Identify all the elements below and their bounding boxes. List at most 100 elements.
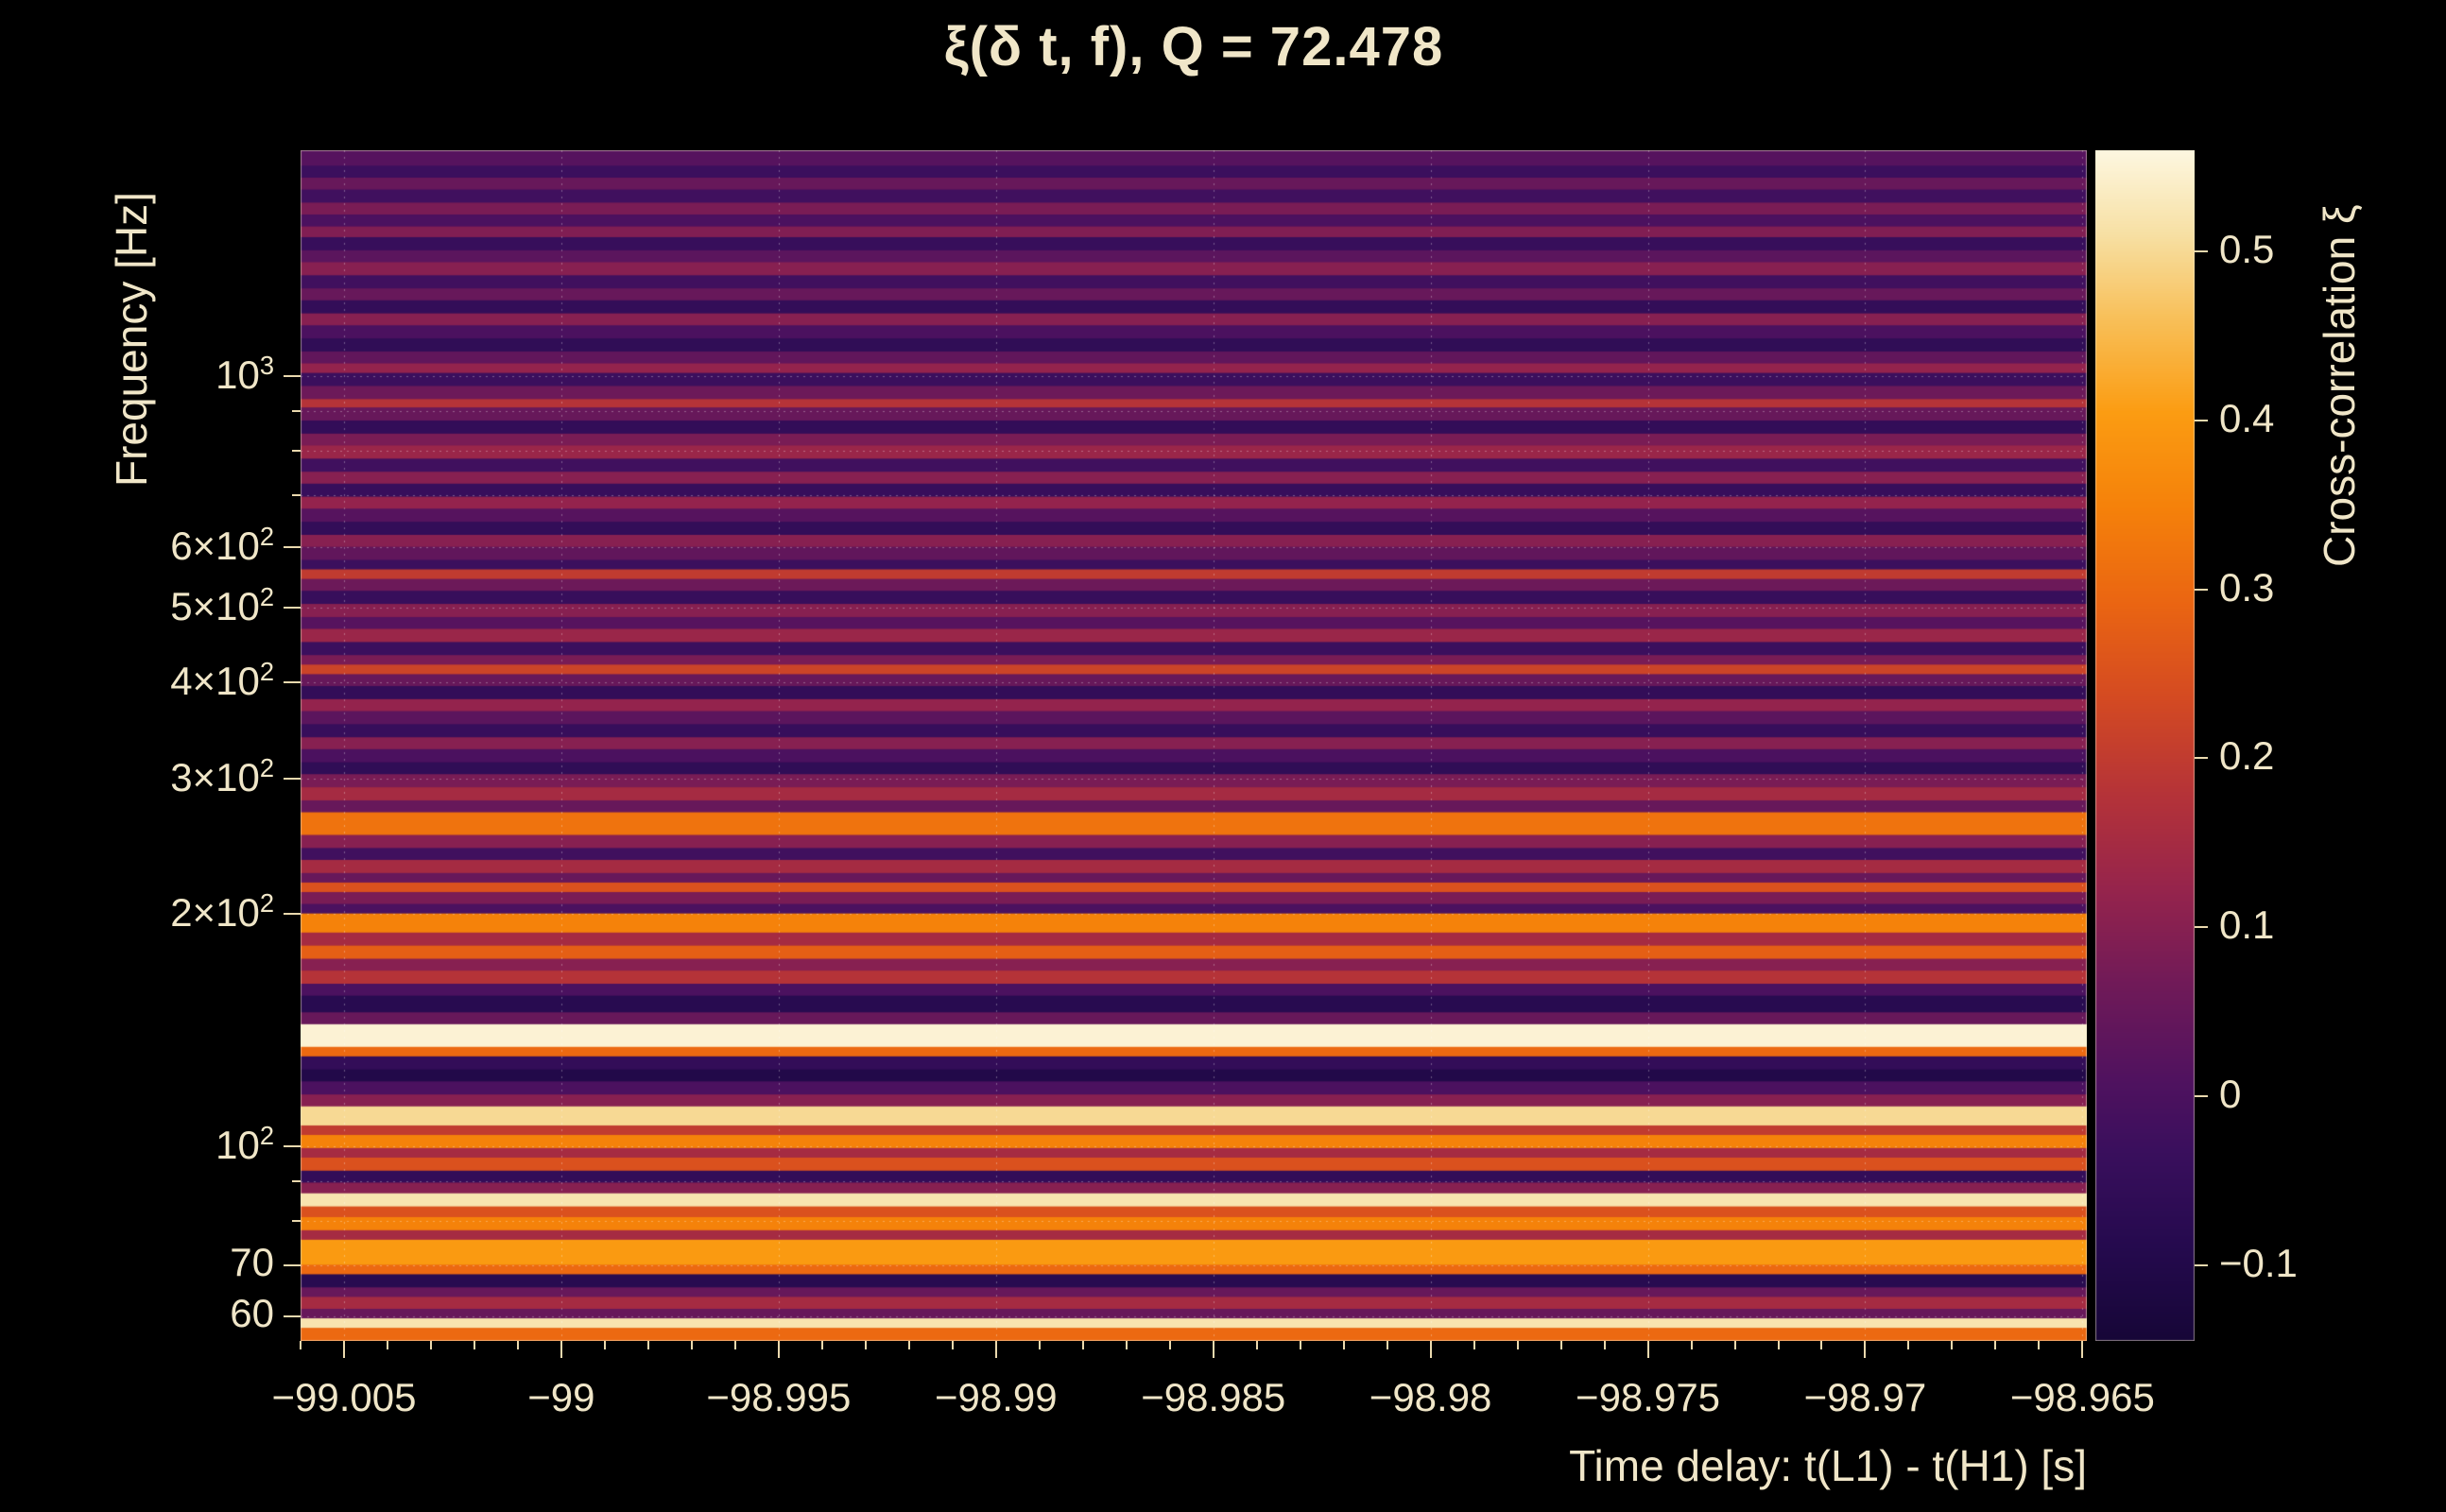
colorbar-tick-label: 0 [2219,1071,2242,1116]
x-minor-tick [1994,1341,1997,1349]
exponent: 3 [259,350,274,380]
exponent: 2 [259,1120,274,1150]
y-tick-label: 102 [215,1120,274,1167]
x-tick [1646,1341,1649,1358]
x-tick-label: −99 [527,1375,595,1419]
y-axis-title: Frequency [Hz] [107,192,156,487]
x-minor-tick [1559,1341,1562,1349]
colorbar-title: Cross-correlation ξ [2315,204,2364,567]
colorbar-tick-label: 0.2 [2219,733,2275,779]
x-tick [1864,1341,1867,1358]
x-minor-tick [1733,1341,1736,1349]
x-minor-tick [1820,1341,1823,1349]
exponent: 2 [259,582,274,612]
x-minor-tick [733,1341,736,1349]
x-minor-tick [1342,1341,1345,1349]
x-minor-tick [690,1341,693,1349]
y-tick [284,1315,301,1318]
x-tick-label: −98.995 [706,1375,852,1419]
x-tick [560,1341,562,1358]
x-tick [1429,1341,1432,1358]
heatmap-canvas [301,150,2087,1341]
y-minor-tick [292,410,301,413]
colorbar-tick-label: 0.4 [2219,395,2275,440]
x-tick-label: −99.005 [271,1375,417,1419]
colorbar-tick [2195,1094,2208,1097]
x-minor-tick [864,1341,867,1349]
x-minor-tick [1603,1341,1606,1349]
x-tick [342,1341,345,1358]
y-tick-label: 6×102 [170,521,274,568]
x-tick [1212,1341,1214,1358]
colorbar-tick [2195,588,2208,591]
x-minor-tick [646,1341,649,1349]
exponent: 2 [259,888,274,919]
colorbar-tick [2195,757,2208,760]
x-minor-tick [1038,1341,1041,1349]
plot-title: ξ(δ t, f), Q = 72.478 [943,16,1444,77]
x-minor-tick [603,1341,606,1349]
y-tick [284,777,301,780]
y-tick-label: 103 [215,350,274,397]
x-minor-tick [1907,1341,1910,1349]
y-tick [284,607,301,610]
colorbar-tick [2195,250,2208,253]
colorbar-tick-label: 0.1 [2219,902,2275,948]
y-minor-tick [292,449,301,452]
y-minor-tick [292,1219,301,1222]
y-minor-tick [292,1179,301,1182]
colorbar-tick [2195,926,2208,929]
x-minor-tick [951,1341,954,1349]
x-tick-label: −98.98 [1369,1375,1492,1419]
x-tick [777,1341,780,1358]
y-tick-label: 70 [230,1239,274,1284]
y-tick [284,1263,301,1266]
x-minor-tick [1386,1341,1388,1349]
y-tick-label: 3×102 [170,752,274,799]
x-tick-label: −98.97 [1803,1375,1927,1419]
exponent: 2 [259,657,274,687]
colorbar-tick [2195,419,2208,421]
colorbar-canvas [2095,150,2195,1341]
y-minor-tick [292,494,301,497]
x-minor-tick [1516,1341,1519,1349]
x-minor-tick [2038,1341,2041,1349]
y-tick-label: 5×102 [170,582,274,629]
y-tick [284,913,301,916]
x-minor-tick [386,1341,388,1349]
x-minor-tick [1168,1341,1171,1349]
colorbar-tick-label: 0.3 [2219,564,2275,610]
x-minor-tick [1081,1341,1084,1349]
x-minor-tick [1690,1341,1693,1349]
colorbar-tick-label: −0.1 [2219,1240,2298,1285]
y-tick [284,545,301,548]
x-tick-label: −98.985 [1141,1375,1286,1419]
x-minor-tick [1777,1341,1780,1349]
x-tick-label: −98.99 [934,1375,1058,1419]
x-minor-tick [473,1341,475,1349]
x-tick-label: −98.965 [2009,1375,2155,1419]
y-tick [284,681,301,684]
y-tick [284,374,301,377]
y-tick-label: 2×102 [170,888,274,936]
x-minor-tick [907,1341,910,1349]
y-tick-label: 4×102 [170,657,274,704]
x-tick-label: −98.975 [1576,1375,1721,1419]
exponent: 2 [259,521,274,551]
x-axis-title: Time delay: t(L1) - t(H1) [s] [1569,1441,2087,1490]
x-minor-tick [1255,1341,1258,1349]
x-tick [994,1341,997,1358]
colorbar-tick [2195,1263,2208,1266]
exponent: 2 [259,752,274,782]
x-minor-tick [1473,1341,1475,1349]
colorbar-tick-label: 0.5 [2219,227,2275,272]
x-minor-tick [429,1341,432,1349]
x-minor-tick [1951,1341,1954,1349]
y-tick-label: 60 [230,1291,274,1336]
x-minor-tick [300,1341,301,1349]
x-minor-tick [820,1341,823,1349]
x-minor-tick [1299,1341,1301,1349]
x-tick [2081,1341,2084,1358]
y-tick [284,1144,301,1147]
